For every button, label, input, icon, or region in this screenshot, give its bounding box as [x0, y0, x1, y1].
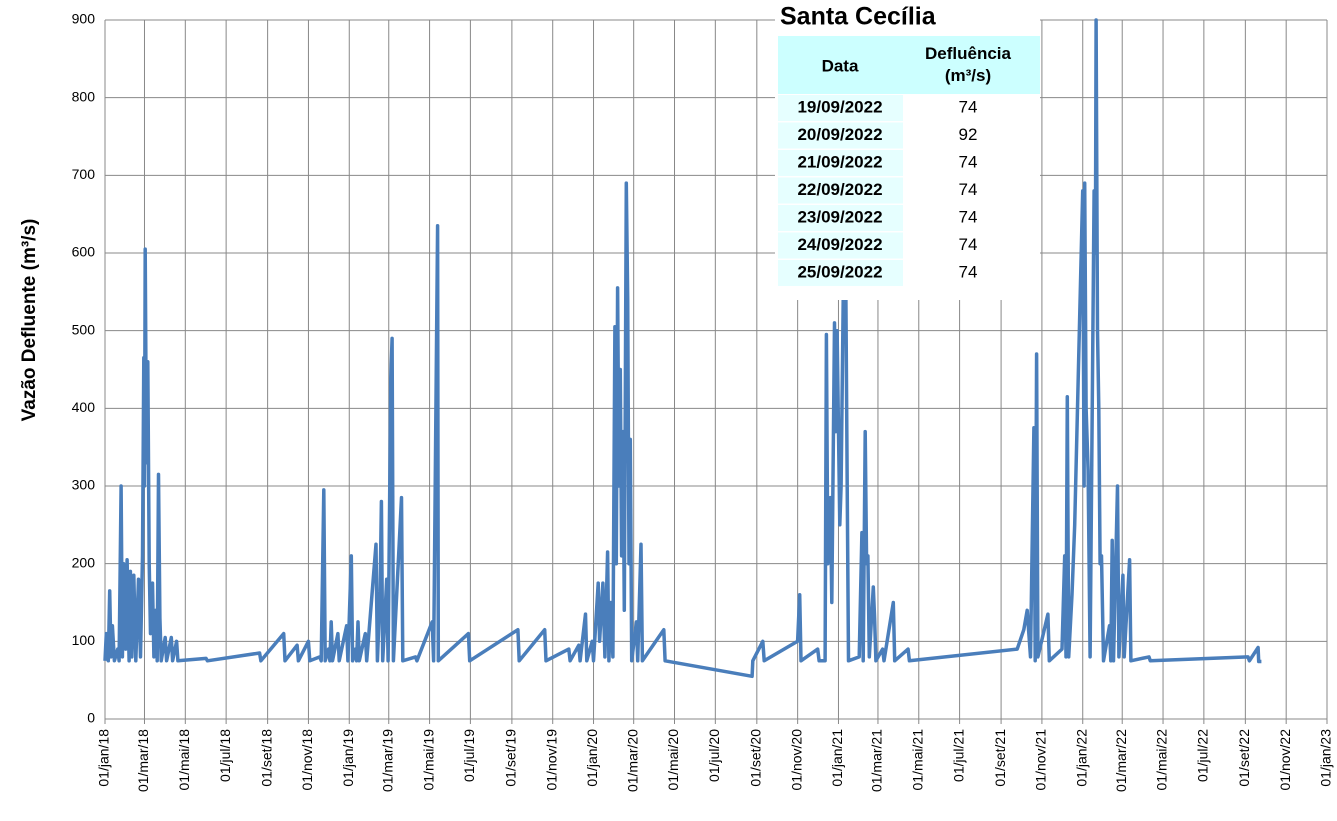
- table-cell-bg: [778, 205, 903, 231]
- x-tick-label: 01/jul/20: [706, 729, 722, 782]
- table-cell: 74: [959, 97, 978, 116]
- table-header: Defluência (m³/s): [925, 44, 1012, 85]
- x-tick-label: 01/jan/22: [1073, 729, 1089, 787]
- table-header-part: (m³/s): [945, 66, 991, 85]
- table-cell-bg: [778, 150, 903, 176]
- y-tick-label: 300: [72, 477, 96, 493]
- table-title: Santa Cecília: [780, 3, 937, 31]
- table-header: Data: [822, 56, 859, 75]
- x-tick-label: 01/jan/19: [340, 729, 356, 787]
- table-cell: 92: [959, 125, 978, 144]
- table-cell: 24/09/2022: [797, 235, 882, 254]
- x-tick-label: 01/nov/19: [543, 729, 559, 791]
- table-cell: 25/09/2022: [797, 262, 882, 281]
- table-cell: 74: [959, 180, 978, 199]
- table-cell: 19/09/2022: [797, 97, 882, 116]
- table-cell: 74: [959, 235, 978, 254]
- table-cell: 74: [959, 152, 978, 171]
- x-tick-label: 01/nov/20: [788, 729, 804, 791]
- table-cell: 23/09/2022: [797, 207, 882, 226]
- x-tick-label: 01/jul/19: [461, 729, 477, 782]
- x-tick-label: 01/mai/18: [176, 729, 192, 791]
- data-line: [103, 18, 1262, 679]
- table-cell: 74: [959, 207, 978, 226]
- table-cell-bg: [778, 122, 903, 149]
- x-tick-label: 01/mai/21: [909, 729, 925, 791]
- x-tick-label: 01/mar/22: [1113, 729, 1129, 792]
- x-tick-label: 01/jul/18: [217, 729, 233, 782]
- x-tick-label: 01/mai/22: [1154, 729, 1170, 791]
- table-cell-bg: [778, 260, 903, 286]
- x-tick-label: 01/mar/21: [869, 729, 885, 792]
- x-tick-label: 01/set/18: [258, 729, 274, 787]
- y-tick-label: 100: [72, 632, 96, 648]
- table-cell-bg: [778, 232, 903, 259]
- table-cell: 21/09/2022: [797, 152, 882, 171]
- y-tick-label: 600: [72, 244, 96, 260]
- table-cell-bg: [778, 177, 903, 204]
- x-tick-label: 01/set/22: [1236, 729, 1252, 787]
- x-tick-label: 01/set/19: [503, 729, 519, 787]
- x-tick-label: 01/mar/19: [379, 729, 395, 792]
- x-tick-label: 01/set/21: [992, 729, 1008, 787]
- x-tick-label: 01/jan/20: [584, 729, 600, 787]
- y-tick-label: 200: [72, 554, 96, 570]
- y-axis-label: Vazão Defluente (m³/s): [19, 219, 40, 422]
- x-tick-label: 01/jan/23: [1318, 729, 1334, 787]
- table-cell-bg: [778, 95, 903, 121]
- x-tick-label: 01/nov/18: [299, 729, 315, 791]
- x-tick-label: 01/nov/21: [1033, 729, 1049, 791]
- y-tick-label: 900: [72, 11, 96, 27]
- y-tick-label: 0: [87, 710, 95, 726]
- x-tick-label: 01/set/20: [748, 729, 764, 787]
- y-tick-label: 700: [72, 166, 96, 182]
- y-tick-label: 800: [72, 88, 96, 104]
- y-tick-label: 400: [72, 399, 96, 415]
- x-tick-label: 01/jan/21: [829, 729, 845, 787]
- x-tick-label: 01/jul/21: [950, 729, 966, 782]
- x-tick-label: 01/mai/20: [665, 729, 681, 791]
- x-tick-label: 01/mai/19: [420, 729, 436, 791]
- table-cell: 20/09/2022: [797, 125, 882, 144]
- table-header-bg: [778, 36, 1040, 94]
- table-cell: 22/09/2022: [797, 180, 882, 199]
- table-cell: 74: [959, 262, 978, 281]
- x-tick-label: 01/mar/18: [135, 729, 151, 792]
- x-tick-label: 01/jul/22: [1195, 729, 1211, 782]
- x-tick-label: 01/mar/20: [624, 729, 640, 792]
- x-tick-label: 01/jan/18: [96, 729, 112, 787]
- y-tick-label: 500: [72, 321, 96, 337]
- x-tick-label: 01/nov/22: [1277, 729, 1293, 791]
- table-header-part: Defluência: [925, 44, 1012, 63]
